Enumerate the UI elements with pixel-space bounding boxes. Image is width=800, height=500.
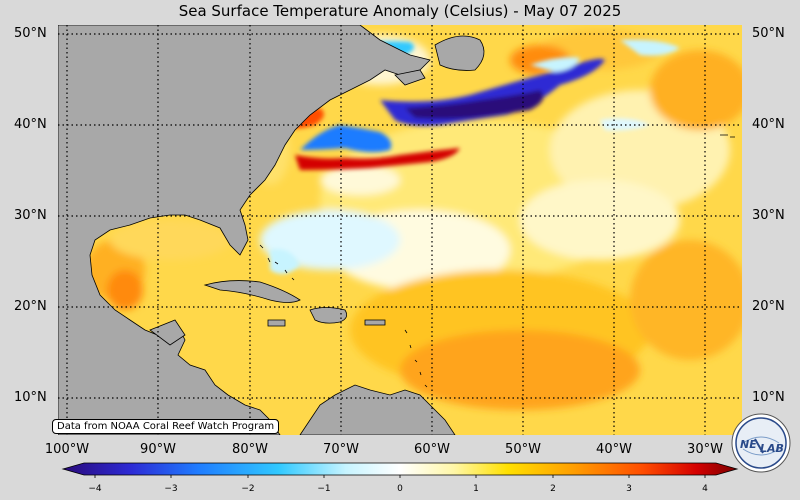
lat-label-30n-right: 30°N xyxy=(752,208,785,223)
colorbar-tick: −2 xyxy=(241,484,255,494)
lat-label-30n-left: 30°N xyxy=(14,208,47,223)
lon-label-90w: 90°W xyxy=(140,442,176,457)
nelab-logo: NE LAB xyxy=(731,413,791,473)
colorbar-tick: 0 xyxy=(397,484,403,494)
lat-label-50n-right: 50°N xyxy=(752,26,785,41)
colorbar-tick: −4 xyxy=(88,484,102,494)
colorbar xyxy=(61,462,739,478)
graticule xyxy=(58,25,742,435)
lon-label-40w: 40°W xyxy=(596,442,632,457)
colorbar-tick: −3 xyxy=(164,484,178,494)
lat-label-20n-left: 20°N xyxy=(14,299,47,314)
small-islands xyxy=(259,134,735,388)
lat-label-10n-right: 10°N xyxy=(752,390,785,405)
data-credit: Data from NOAA Coral Reef Watch Program xyxy=(52,419,280,434)
map-title: Sea Surface Temperature Anomaly (Celsius… xyxy=(178,2,622,20)
colorbar-tick: 4 xyxy=(702,484,708,494)
colorbar-tick: 2 xyxy=(550,484,556,494)
land-masses xyxy=(58,25,485,435)
lat-label-50n-left: 50°N xyxy=(14,26,47,41)
colorbar-tick: −1 xyxy=(317,484,331,494)
logo-text-ne: NE xyxy=(740,438,757,451)
lon-label-30w: 30°W xyxy=(687,442,723,457)
lat-label-40n-left: 40°N xyxy=(14,117,47,132)
lon-label-60w: 60°W xyxy=(414,442,450,457)
lon-label-70w: 70°W xyxy=(323,442,359,457)
lon-label-50w: 50°W xyxy=(505,442,541,457)
lat-label-40n-right: 40°N xyxy=(752,117,785,132)
lon-label-100w: 100°W xyxy=(44,442,90,457)
lon-label-80w: 80°W xyxy=(232,442,268,457)
logo-text-lab: LAB xyxy=(760,442,784,455)
lat-label-10n-left: 10°N xyxy=(14,390,47,405)
colorbar-tick: 3 xyxy=(626,484,632,494)
lat-label-20n-right: 20°N xyxy=(752,299,785,314)
colorbar-tick: 1 xyxy=(473,484,479,494)
